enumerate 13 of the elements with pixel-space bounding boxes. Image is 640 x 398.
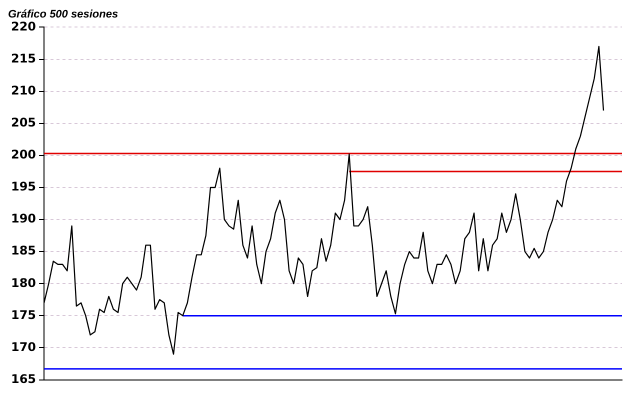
y-tick-label: 195 bbox=[10, 180, 36, 194]
y-tick-label: 180 bbox=[10, 276, 36, 290]
y-tick-label: 200 bbox=[10, 148, 36, 162]
y-tick-label: 185 bbox=[10, 244, 36, 258]
y-tick-label: 175 bbox=[10, 308, 36, 322]
chart-title: Gráfico 500 sesiones bbox=[8, 8, 118, 21]
y-tick-label: 205 bbox=[10, 115, 36, 130]
y-tick-label: 165 bbox=[10, 372, 36, 386]
y-tick-label: 215 bbox=[10, 51, 36, 66]
y-tick-label: 210 bbox=[10, 83, 36, 98]
y-tick-label: 190 bbox=[10, 212, 36, 226]
y-tick-label: 220 bbox=[10, 19, 36, 34]
y-tick-label: 170 bbox=[10, 340, 36, 354]
